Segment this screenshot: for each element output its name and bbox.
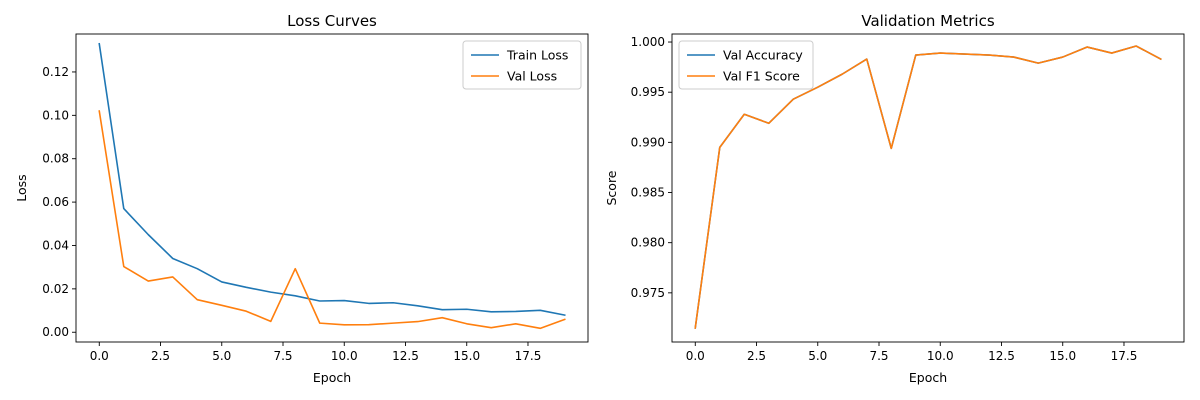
chart-2-y-tick-label: 0.990 (631, 135, 665, 149)
chart-1-x-axis-label: Epoch (313, 370, 351, 385)
chart-2-y-tick-label: 0.985 (631, 186, 665, 200)
chart-2-x-tick-label: 0.0 (686, 349, 705, 363)
chart-1-y-tick-label: 0.04 (42, 238, 69, 252)
chart-2-y-tick-label: 1.000 (631, 35, 665, 49)
chart-2-y-axis-label: Score (604, 170, 619, 205)
chart-2-y-tick-label: 0.980 (631, 236, 665, 250)
chart-1-x-tick-label: 2.5 (151, 349, 170, 363)
chart-1-y-tick-label: 0.12 (42, 65, 69, 79)
chart-1-x-tick-label: 12.5 (392, 349, 419, 363)
chart-1-y-tick-label: 0.02 (42, 282, 69, 296)
chart-1-x-tick-label: 5.0 (212, 349, 231, 363)
chart-2: Validation Metrics 0.0 2.5 5.0 7.5 10.0 12.5 15… (604, 12, 1185, 385)
chart-2-axes-frame (671, 33, 1185, 343)
chart-2-x-tick-label: 10.0 (927, 349, 954, 363)
chart-1-legend-label-1: Train Loss (506, 48, 568, 63)
chart-1-x-tick-label: 15.0 (453, 349, 480, 363)
chart-1-x-tick-label: 7.5 (273, 349, 292, 363)
chart-1-x-tick-label: 0.0 (90, 349, 109, 363)
chart-2-x-tick-label: 17.5 (1111, 349, 1138, 363)
chart-2-y-tick-label: 0.995 (631, 85, 665, 99)
chart-2-x-tick-label: 5.0 (808, 349, 827, 363)
chart-1-legend-box (462, 40, 582, 90)
chart-1-x-tick-label: 10.0 (331, 349, 358, 363)
chart-2-title: Validation Metrics (861, 12, 994, 30)
chart-1-x-tick-label: 17.5 (515, 349, 542, 363)
chart-2-x-tick-label: 2.5 (747, 349, 766, 363)
chart-2-x-axis-label: Epoch (909, 370, 947, 385)
chart-2-legend-label-1: Val Accuracy (723, 48, 803, 63)
chart-2-x-tick-label: 7.5 (869, 349, 888, 363)
chart-2-legend-label-2: Val F1 Score (723, 69, 800, 84)
chart-1-title: Loss Curves (287, 12, 377, 30)
chart-2-legend: Val Accuracy Val F1 Score (678, 40, 814, 90)
chart-1-y-tick-label: 0.08 (42, 152, 69, 166)
chart-1-y-tick-label: 0.00 (42, 325, 69, 339)
chart-2-series-2-line (694, 45, 1162, 329)
chart-2-y-tick-label: 0.975 (631, 286, 665, 300)
chart-2-legend-box (678, 40, 814, 90)
chart-2-x-tick-label: 12.5 (988, 349, 1015, 363)
chart-1-series-1-line (98, 42, 566, 317)
chart-1-legend: Train Loss Val Loss (462, 40, 582, 90)
chart-1-axes-frame (75, 33, 589, 343)
chart-1-y-axis-label: Loss (14, 174, 29, 201)
chart-1-y-tick-label: 0.06 (42, 195, 69, 209)
chart-1-y-tick-label: 0.10 (42, 108, 69, 122)
chart-2-x-tick-label: 15.0 (1049, 349, 1076, 363)
chart-1-series-2-line (98, 110, 566, 330)
chart-1-legend-label-2: Val Loss (507, 69, 557, 84)
chart-1: Loss Curves 0.0 2.5 5.0 7.5 10.0 12.5 15.0 17.5 0… (14, 12, 589, 385)
